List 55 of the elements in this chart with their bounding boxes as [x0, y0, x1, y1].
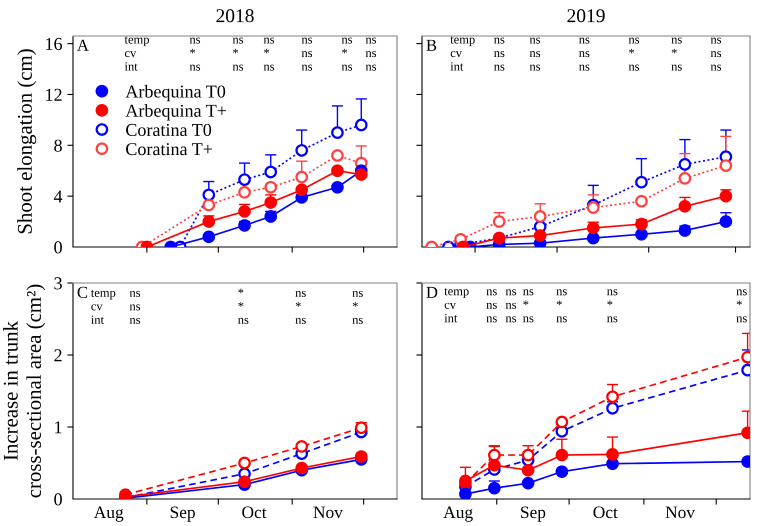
- annotation: ns * ns: [295, 290, 306, 324]
- annotation: ns * ns: [556, 289, 567, 322]
- annotation: temp cv int: [450, 36, 475, 71]
- x-tick-label: Sep: [521, 506, 546, 522]
- annotation: temp cv int: [444, 288, 469, 322]
- x-tick-label: Sep: [170, 506, 195, 522]
- annotation: ns * ns: [232, 38, 244, 71]
- y-tick-label: 16: [46, 38, 62, 50]
- annotation: ns ns ns: [710, 38, 722, 71]
- annotation: ns ns ns: [366, 38, 376, 71]
- x-tick-label: Oct: [593, 506, 618, 518]
- legend-label: Coratina T+: [126, 143, 212, 156]
- annotation: A: [77, 40, 89, 51]
- y-tick-label: 3: [54, 277, 62, 290]
- y-tick-label: 0: [54, 241, 62, 254]
- annotation: ns ns ns: [494, 38, 504, 71]
- y-axis-title: Increase in trunk cross-sectional area (cm²): [3, 284, 46, 498]
- annotation: ns * ns: [607, 289, 618, 322]
- annotation: ns ns ns: [579, 38, 590, 71]
- annotation: ns * ns: [342, 38, 352, 71]
- annotation: ns * ns: [190, 38, 200, 71]
- annotation: C: [78, 286, 88, 298]
- annotation: ns ns ns: [486, 289, 497, 322]
- annotation: ns ns ns: [530, 38, 540, 71]
- legend-label: Coratina T0: [126, 124, 212, 136]
- annotation: ns * ns: [671, 38, 682, 71]
- chart-title: 2018: [216, 9, 254, 22]
- legend-label: Arbequina T+: [126, 104, 226, 120]
- legend-label: Arbequina T0: [126, 84, 226, 102]
- y-tick-label: 8: [54, 140, 62, 152]
- x-tick-label: Oct: [242, 506, 266, 518]
- annotation: * * ns: [238, 288, 248, 324]
- annotation: ns ns ns: [130, 290, 140, 324]
- x-tick-label: Nov: [313, 506, 343, 518]
- y-tick-label: 4: [54, 190, 62, 202]
- annotation: ns * ns: [736, 289, 747, 322]
- annotation: ns ns ns: [302, 38, 312, 71]
- x-tick-label: Aug: [443, 506, 473, 522]
- x-tick-label: Nov: [666, 506, 696, 518]
- annotation: B: [426, 40, 436, 51]
- y-tick-label: 2: [54, 349, 62, 362]
- annotation: temp cv int: [124, 36, 150, 71]
- annotation: ns * ns: [352, 290, 363, 324]
- annotation: ns * ns: [264, 38, 274, 71]
- y-axis-title: Shoot elongation (cm): [17, 49, 36, 234]
- chart-title: 2019: [567, 9, 605, 22]
- x-tick-label: Aug: [94, 506, 124, 522]
- annotation: temp cv int: [90, 290, 116, 324]
- annotation: ns * ns: [523, 289, 534, 322]
- y-tick-label: 12: [46, 88, 62, 101]
- annotation: D: [426, 286, 438, 298]
- annotation: ns ns ns: [506, 289, 516, 322]
- y-tick-label: 1: [55, 421, 62, 434]
- y-tick-label: 0: [54, 493, 62, 506]
- annotation: ns * ns: [628, 38, 640, 71]
